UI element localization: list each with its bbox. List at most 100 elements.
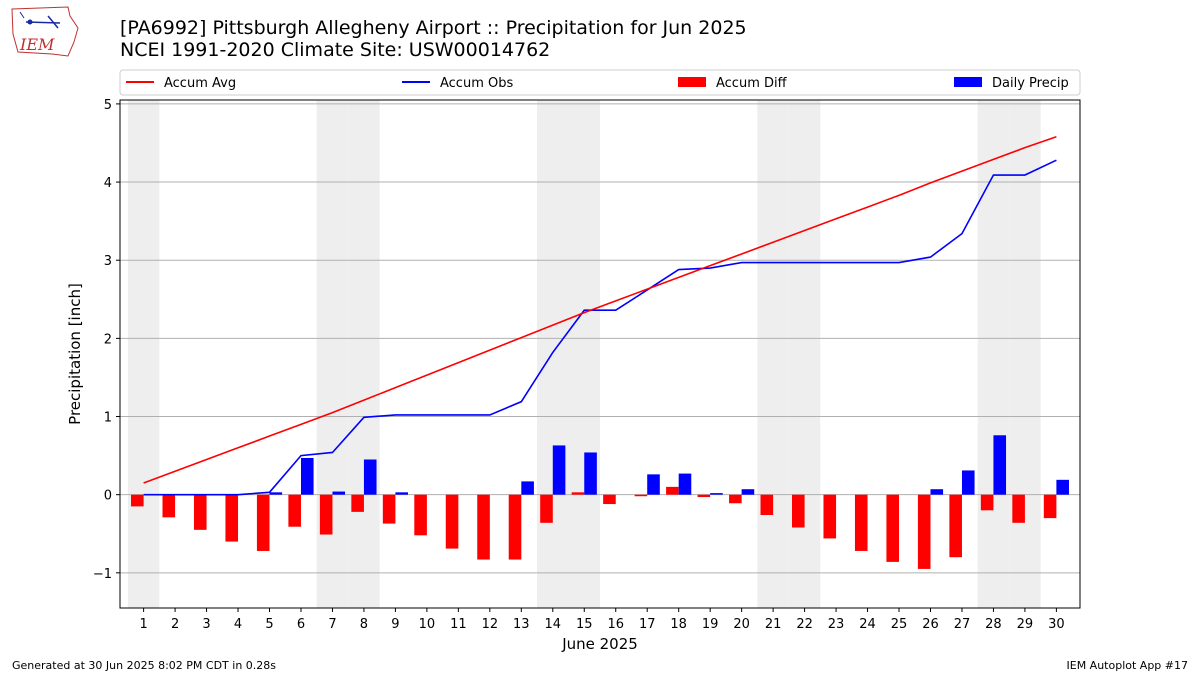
x-tick-label: 15 <box>576 617 593 632</box>
weekend-shade <box>348 100 380 608</box>
accum-diff-bar <box>508 494 522 560</box>
accum-diff-bar <box>666 486 679 495</box>
daily-precip-bar <box>961 470 975 495</box>
x-tick-label: 17 <box>639 617 656 632</box>
daily-precip-bar <box>395 492 408 495</box>
plot-frame <box>119 99 1081 609</box>
logo-text: IEM <box>19 35 55 54</box>
accum-avg-line <box>143 135 1057 484</box>
accum-diff-bar <box>571 492 585 495</box>
accum-diff-bar <box>917 494 931 569</box>
accum-diff-bar <box>729 494 742 504</box>
accum-diff-bar <box>540 494 553 523</box>
daily-precip-bar <box>552 445 566 495</box>
x-tick-label: 11 <box>450 617 467 632</box>
accum-diff-bar <box>256 494 270 551</box>
legend-accum-diff-label: Accum Diff <box>716 76 788 91</box>
x-tick-label: 6 <box>297 617 305 632</box>
accum-diff-bar <box>382 494 396 524</box>
x-tick-label: 29 <box>1017 617 1034 632</box>
x-tick-label: 28 <box>985 617 1002 632</box>
accum-diff-bar <box>1012 494 1025 523</box>
accum-diff-bar <box>131 494 144 507</box>
x-tick-label: 27 <box>954 617 971 632</box>
x-tick-label: 4 <box>234 617 242 632</box>
x-tick-label: 21 <box>765 617 782 632</box>
x-tick-label: 9 <box>391 617 399 632</box>
accum-diff-bar <box>319 494 333 535</box>
x-tick-label: 12 <box>482 617 499 632</box>
daily-precip-bar <box>332 491 346 495</box>
x-tick-label: 10 <box>419 617 436 632</box>
daily-precip-bar <box>521 481 534 495</box>
x-tick-label: 19 <box>702 617 719 632</box>
y-axis-label: Precipitation [inch] <box>66 283 84 425</box>
y-tick-label: 5 <box>104 98 112 113</box>
chart-subtitle: NCEI 1991-2020 Climate Site: USW00014762 <box>120 39 551 61</box>
daily-precip-bar <box>993 435 1007 495</box>
x-tick-label: 25 <box>891 617 908 632</box>
accum-diff-bar <box>288 494 301 527</box>
y-tick-label: 4 <box>104 176 112 191</box>
weekend-shade <box>1009 100 1041 608</box>
legend-daily-precip-swatch <box>954 77 982 87</box>
weekend-shade <box>537 100 569 608</box>
accum-diff-bar <box>351 494 364 512</box>
accum-diff-bar <box>854 494 868 551</box>
x-tick-label: 16 <box>607 617 624 632</box>
accum-diff-bar <box>886 494 900 562</box>
accum-diff-bar <box>225 494 239 542</box>
daily-precip-bar <box>363 459 377 495</box>
iem-logo: IEM <box>11 6 79 57</box>
accum-diff-bar <box>949 494 962 558</box>
y-tick-label: −1 <box>93 567 112 582</box>
x-tick-label: 30 <box>1048 617 1065 632</box>
accum-diff-bar <box>477 494 490 560</box>
x-tick-label: 8 <box>360 617 368 632</box>
x-tick-label: 26 <box>922 617 939 632</box>
x-tick-label: 14 <box>545 617 562 632</box>
accum-diff-bar <box>697 494 711 498</box>
accum-diff-bar <box>980 494 994 511</box>
weekend-shade <box>788 100 821 608</box>
weekend-shade <box>127 100 160 608</box>
x-tick-label: 23 <box>828 617 845 632</box>
x-tick-label: 7 <box>328 617 336 632</box>
daily-precip-bar <box>710 493 723 495</box>
accum-diff-bar <box>445 494 459 549</box>
x-tick-label: 13 <box>513 617 530 632</box>
accum-diff-bar <box>162 494 176 518</box>
accum-obs-line <box>143 159 1057 496</box>
footer-generated: Generated at 30 Jun 2025 8:02 PM CDT in … <box>12 659 277 672</box>
legend-daily-precip-label: Daily Precip <box>992 76 1069 91</box>
x-tick-label: 22 <box>796 617 813 632</box>
accum-diff-bar <box>603 494 616 505</box>
daily-precip-bar <box>1056 479 1069 495</box>
y-tick-label: 0 <box>104 489 112 504</box>
legend-accum-obs-label: Accum Obs <box>440 76 513 91</box>
weekend-shade <box>568 100 600 608</box>
x-tick-label: 24 <box>859 617 876 632</box>
y-tick-label: 1 <box>104 411 112 426</box>
daily-precip-bar <box>647 474 660 495</box>
daily-precip-bar <box>584 452 597 495</box>
x-tick-label: 2 <box>171 617 179 632</box>
x-tick-label: 5 <box>265 617 273 632</box>
accum-diff-bar <box>193 494 207 530</box>
accum-diff-bar <box>823 494 837 539</box>
weekend-shade <box>757 100 789 608</box>
accum-diff-bar <box>792 494 805 528</box>
weekend-shade <box>977 100 1010 608</box>
accum-diff-bar <box>1043 494 1057 519</box>
legend-box <box>119 69 1081 96</box>
chart-title: [PA6992] Pittsburgh Allegheny Airport ::… <box>120 17 747 39</box>
x-tick-label: 18 <box>670 617 687 632</box>
x-axis-label: June 2025 <box>561 635 638 653</box>
accum-diff-bar <box>414 494 427 536</box>
daily-precip-bar <box>300 457 314 495</box>
x-tick-label: 3 <box>202 617 210 632</box>
y-tick-label: 3 <box>104 254 112 269</box>
daily-precip-bar <box>930 489 944 495</box>
accum-diff-bar <box>634 494 648 497</box>
